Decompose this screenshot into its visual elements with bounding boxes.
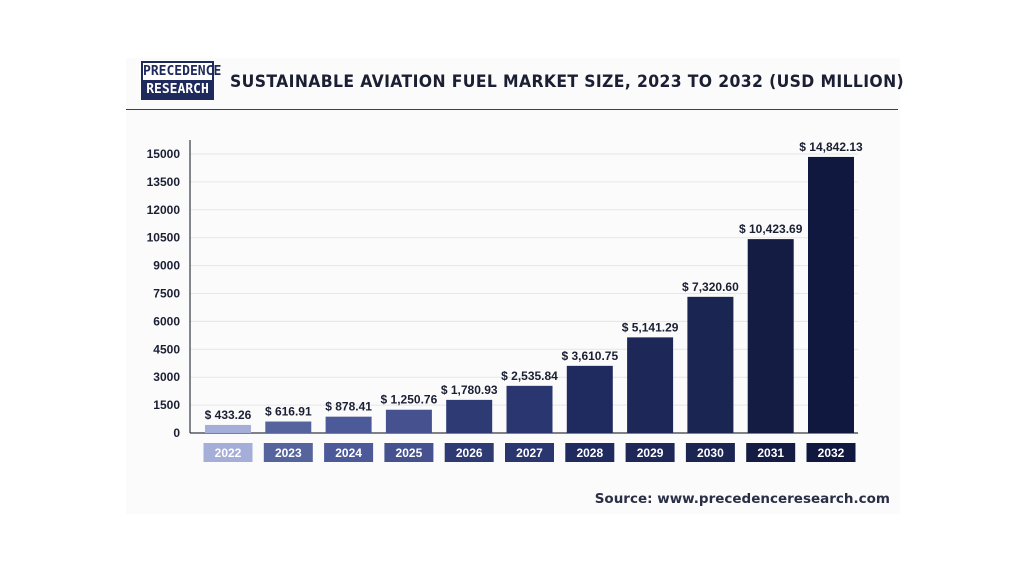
category-box bbox=[384, 443, 434, 462]
logo-line-1: PRECEDENCE bbox=[143, 63, 222, 80]
category-box bbox=[324, 443, 374, 462]
category-box bbox=[263, 443, 313, 462]
data-label: $ 433.26 bbox=[205, 408, 252, 422]
data-label: $ 1,250.76 bbox=[381, 393, 438, 407]
x-tick-label: 2025 bbox=[396, 446, 423, 460]
y-tick-label: 1500 bbox=[153, 398, 180, 412]
data-label: $ 5,141.29 bbox=[622, 320, 679, 334]
category-box bbox=[203, 443, 253, 462]
bar bbox=[808, 156, 854, 433]
y-tick-label: 12000 bbox=[147, 203, 181, 217]
data-label: $ 616.91 bbox=[265, 405, 312, 419]
category-box bbox=[565, 443, 615, 462]
bar bbox=[627, 337, 674, 433]
x-tick-label: 2030 bbox=[697, 446, 724, 460]
x-tick-label: 2024 bbox=[335, 446, 362, 460]
x-tick-label: 2023 bbox=[275, 446, 302, 460]
y-tick-label: 15000 bbox=[147, 147, 181, 161]
x-tick-label: 2031 bbox=[757, 446, 784, 460]
x-tick-label: 2026 bbox=[456, 446, 483, 460]
bar bbox=[506, 385, 553, 433]
x-tick-label: 2028 bbox=[576, 446, 603, 460]
title-divider bbox=[126, 109, 898, 110]
category-box bbox=[444, 443, 494, 462]
y-tick-label: 3000 bbox=[153, 370, 180, 384]
bar bbox=[446, 399, 493, 433]
bar bbox=[265, 421, 312, 433]
x-tick-label: 2022 bbox=[215, 446, 242, 460]
bar bbox=[325, 416, 372, 433]
y-tick-label: 10500 bbox=[147, 231, 181, 245]
precedence-research-logo: PRECEDENCE RESEARCH bbox=[141, 61, 222, 100]
data-label: $ 14,842.13 bbox=[799, 140, 863, 154]
x-tick-label: 2029 bbox=[637, 446, 664, 460]
category-box bbox=[806, 443, 856, 462]
y-tick-label: 6000 bbox=[153, 314, 180, 328]
bar bbox=[687, 296, 734, 433]
data-label: $ 3,610.75 bbox=[561, 349, 618, 363]
source-note: Source: www.precedenceresearch.com bbox=[594, 491, 890, 507]
bar bbox=[385, 409, 432, 433]
x-tick-label: 2027 bbox=[516, 446, 543, 460]
bar bbox=[747, 239, 794, 433]
chart-title: SUSTAINABLE AVIATION FUEL MARKET SIZE, 2… bbox=[230, 72, 905, 92]
x-tick-label: 2032 bbox=[818, 446, 845, 460]
data-label: $ 2,535.84 bbox=[501, 369, 558, 383]
bar bbox=[566, 365, 613, 433]
category-box bbox=[505, 443, 554, 462]
category-box bbox=[685, 443, 735, 462]
data-label: $ 878.41 bbox=[325, 400, 372, 414]
y-tick-label: 4500 bbox=[153, 342, 180, 356]
category-box bbox=[746, 443, 796, 462]
category-box bbox=[625, 443, 675, 462]
y-tick-label: 13500 bbox=[147, 175, 181, 189]
y-tick-label: 7500 bbox=[153, 287, 180, 301]
y-tick-label: 0 bbox=[173, 426, 180, 440]
logo-line-2: RESEARCH bbox=[146, 82, 209, 97]
y-tick-label: 9000 bbox=[153, 259, 180, 273]
data-label: $ 1,780.93 bbox=[441, 383, 498, 397]
bar bbox=[205, 424, 251, 433]
data-label: $ 7,320.60 bbox=[682, 280, 739, 294]
data-label: $ 10,423.69 bbox=[739, 222, 803, 236]
